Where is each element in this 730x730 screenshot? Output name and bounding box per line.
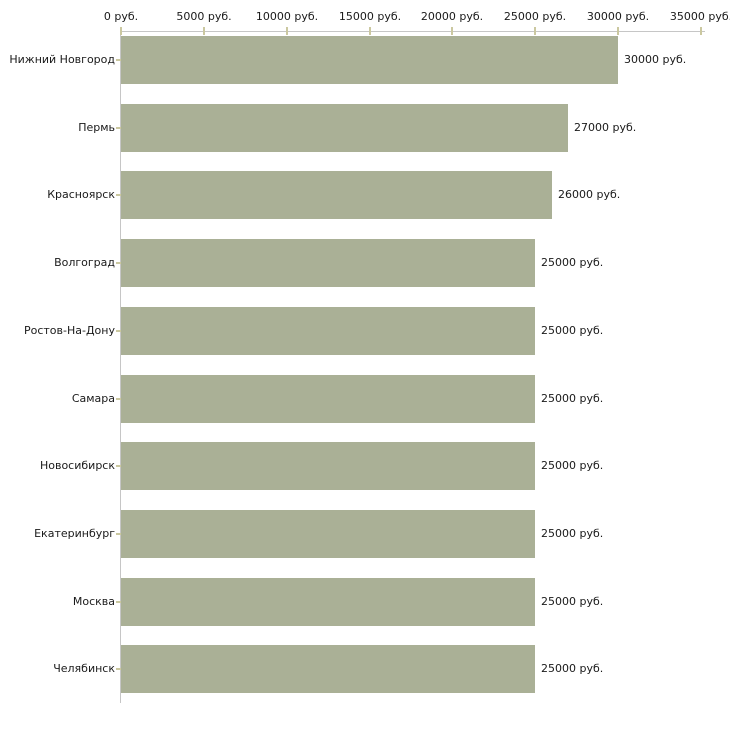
x-tick-label: 0 руб. <box>103 10 139 23</box>
category-label: Москва <box>72 595 115 608</box>
y-tick-mark <box>116 127 121 129</box>
x-tick-label: 30000 руб. <box>586 10 650 23</box>
bar <box>121 104 568 152</box>
category-label: Самара <box>71 392 115 405</box>
y-tick-mark <box>116 465 121 467</box>
value-label: 25000 руб. <box>541 392 604 405</box>
value-label: 26000 руб. <box>558 188 621 201</box>
x-tick-mark <box>700 27 702 35</box>
bar <box>121 171 552 219</box>
value-label: 25000 руб. <box>541 324 604 337</box>
x-tick-mark <box>203 27 205 35</box>
value-label: 25000 руб. <box>541 662 604 675</box>
value-label: 25000 руб. <box>541 256 604 269</box>
category-label: Нижний Новгород <box>9 53 115 66</box>
bar <box>121 510 535 558</box>
bar <box>121 36 618 84</box>
category-label: Новосибирск <box>39 459 115 472</box>
x-tick-label: 25000 руб. <box>503 10 567 23</box>
bar <box>121 442 535 490</box>
category-label: Ростов-На-Дону <box>23 324 115 337</box>
x-axis-line <box>120 31 705 32</box>
value-label: 25000 руб. <box>541 527 604 540</box>
y-tick-mark <box>116 398 121 400</box>
x-tick-label: 15000 руб. <box>338 10 402 23</box>
value-label: 25000 руб. <box>541 459 604 472</box>
category-label: Челябинск <box>53 662 115 675</box>
category-label: Екатеринбург <box>34 527 115 540</box>
bar <box>121 578 535 626</box>
category-label: Волгоград <box>54 256 115 269</box>
y-tick-mark <box>116 601 121 603</box>
x-tick-label: 35000 руб. <box>669 10 730 23</box>
value-label: 30000 руб. <box>624 53 687 66</box>
y-axis-line <box>120 31 121 703</box>
x-tick-mark <box>451 27 453 35</box>
category-label: Пермь <box>78 121 115 134</box>
x-tick-mark <box>369 27 371 35</box>
x-tick-mark <box>617 27 619 35</box>
bar <box>121 645 535 693</box>
y-tick-mark <box>116 194 121 196</box>
x-tick-mark <box>120 27 122 35</box>
y-tick-mark <box>116 262 121 264</box>
value-label: 27000 руб. <box>574 121 637 134</box>
category-label: Красноярск <box>47 188 115 201</box>
bar <box>121 375 535 423</box>
y-tick-mark <box>116 330 121 332</box>
x-tick-mark <box>534 27 536 35</box>
x-tick-label: 10000 руб. <box>255 10 319 23</box>
y-tick-mark <box>116 533 121 535</box>
x-tick-mark <box>286 27 288 35</box>
y-tick-mark <box>116 668 121 670</box>
bar <box>121 307 535 355</box>
x-tick-label: 5000 руб. <box>176 10 232 23</box>
y-tick-mark <box>116 59 121 61</box>
x-tick-label: 20000 руб. <box>420 10 484 23</box>
bar <box>121 239 535 287</box>
value-label: 25000 руб. <box>541 595 604 608</box>
